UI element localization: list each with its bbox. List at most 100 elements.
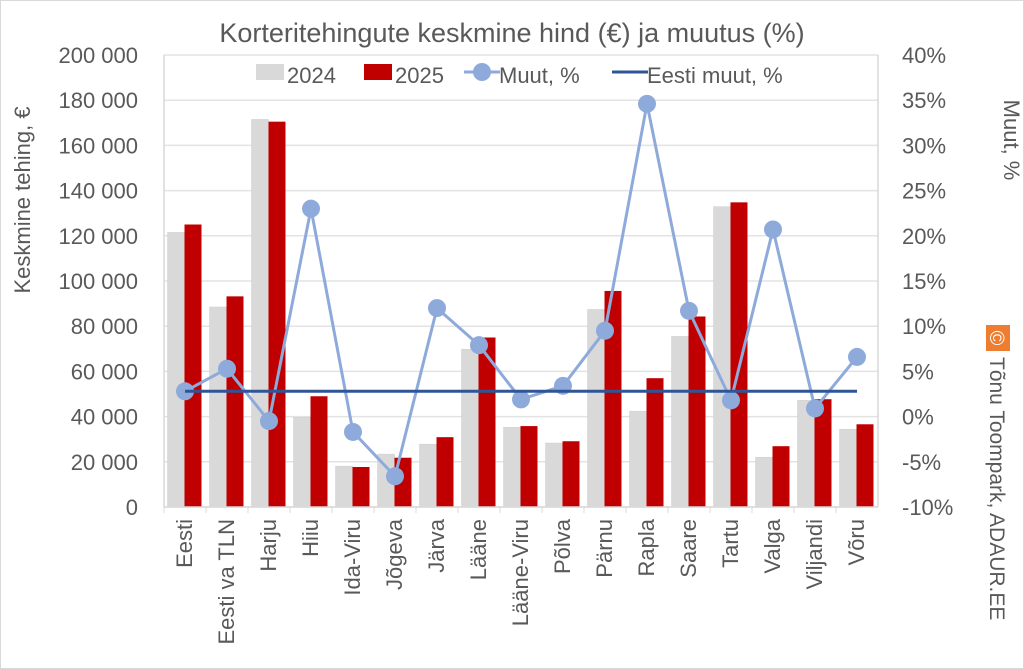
- x-tick-label: Rapla: [634, 518, 659, 576]
- bar-2024: [671, 336, 689, 508]
- y-tick-label: 80 000: [71, 314, 138, 339]
- point-muut: [638, 94, 656, 113]
- point-muut: [596, 321, 614, 340]
- x-tick-label: Võru: [844, 519, 869, 565]
- bar-2025: [310, 396, 328, 507]
- point-muut: [806, 399, 824, 418]
- y2-tick-label: 15%: [902, 269, 946, 294]
- bar-2025: [772, 446, 790, 507]
- point-muut: [470, 336, 488, 355]
- point-muut: [680, 301, 698, 320]
- y-tick-label: 100 000: [58, 269, 138, 294]
- y2-tick-label: -10%: [902, 495, 953, 520]
- bar-2024: [293, 417, 311, 508]
- y2-tick-label: 0%: [902, 405, 934, 430]
- x-tick-label: Põlva: [550, 518, 575, 574]
- copyright-symbol: ©: [985, 331, 1007, 346]
- bar-2024: [629, 410, 647, 508]
- bar-2025: [226, 296, 244, 507]
- legend-swatch: [256, 64, 284, 80]
- x-tick-label: Harju: [256, 519, 281, 572]
- x-tick-label: Lääne: [466, 519, 491, 580]
- bar-2024: [251, 119, 269, 508]
- y2-tick-label: 40%: [902, 43, 946, 68]
- x-tick-label: Hiiu: [298, 519, 323, 557]
- point-muut: [218, 359, 236, 378]
- bar-2025: [604, 290, 622, 507]
- y-tick-label: 20 000: [71, 450, 138, 475]
- point-muut: [302, 199, 320, 218]
- x-tick-label: Saare: [676, 519, 701, 578]
- bar-2025: [268, 121, 286, 508]
- bar-2025: [688, 316, 706, 507]
- x-tick-label: Eesti: [172, 519, 197, 568]
- point-muut: [386, 467, 404, 486]
- bar-2024: [461, 349, 479, 508]
- point-muut: [722, 391, 740, 410]
- y-axis-label: Keskmine tehing, €: [10, 106, 35, 293]
- point-muut: [260, 412, 278, 431]
- x-tick-label: Pärnu: [592, 519, 617, 578]
- point-muut: [344, 422, 362, 441]
- y-tick-label: 200 000: [58, 43, 138, 68]
- bar-2025: [856, 424, 874, 507]
- y2-tick-label: 10%: [902, 314, 946, 339]
- point-muut: [764, 220, 782, 239]
- bar-2025: [478, 337, 496, 507]
- x-tick-label: Viljandi: [802, 519, 827, 590]
- bar-2024: [839, 429, 857, 508]
- x-tick-label: Ida-Viru: [340, 519, 365, 596]
- y-tick-label: 0: [126, 495, 138, 520]
- chart-title: Korteritehingute keskmine hind (€) ja mu…: [219, 18, 804, 48]
- bar-2025: [352, 466, 370, 507]
- bar-2024: [503, 426, 521, 508]
- bar-2025: [184, 224, 202, 507]
- point-muut: [428, 299, 446, 318]
- legend-label: 2025: [395, 63, 444, 88]
- legend-label: Eesti muut, %: [647, 63, 783, 88]
- y2-tick-label: -5%: [902, 450, 941, 475]
- y-tick-label: 120 000: [58, 224, 138, 249]
- y-tick-label: 60 000: [71, 359, 138, 384]
- bar-2024: [545, 442, 563, 508]
- x-tick-label: Lääne-Viru: [508, 519, 533, 626]
- x-tick-label: Valga: [760, 518, 785, 573]
- copyright-text: Tõnu Toompark, ADAUR.EE: [985, 357, 1008, 620]
- bar-2024: [167, 232, 185, 508]
- y-tick-label: 160 000: [58, 133, 138, 158]
- bar-2024: [713, 206, 731, 508]
- bar-2024: [209, 306, 227, 508]
- y-tick-label: 180 000: [58, 88, 138, 113]
- x-tick-label: Jõgeva: [382, 518, 407, 590]
- bar-2025: [562, 441, 580, 507]
- x-tick-label: Järva: [424, 518, 449, 573]
- point-muut: [512, 390, 530, 409]
- legend-label: Muut, %: [499, 63, 580, 88]
- y2-tick-label: 35%: [902, 88, 946, 113]
- point-muut: [848, 347, 866, 366]
- y2-axis-label: Muut, %: [999, 100, 1024, 181]
- copyright-box: [986, 325, 1010, 351]
- bar-2025: [436, 437, 454, 507]
- legend-label: 2024: [287, 63, 336, 88]
- bar-2025: [646, 378, 664, 507]
- bar-2024: [419, 443, 437, 508]
- legend-marker: [473, 63, 491, 81]
- x-tick-label: Tartu: [718, 519, 743, 568]
- bar-2025: [730, 202, 748, 508]
- bar-2025: [520, 426, 538, 507]
- y2-tick-label: 25%: [902, 179, 946, 204]
- y-tick-label: 40 000: [71, 405, 138, 430]
- y2-tick-label: 20%: [902, 224, 946, 249]
- legend-swatch: [364, 64, 392, 80]
- y2-tick-label: 30%: [902, 133, 946, 158]
- y-tick-label: 140 000: [58, 179, 138, 204]
- y2-tick-label: 5%: [902, 359, 934, 384]
- x-tick-label: Eesti va TLN: [214, 519, 239, 645]
- line-muut: [184, 103, 859, 480]
- copyright-notice: © Tõnu Toompark, ADAUR.EE: [985, 325, 1010, 620]
- bar-2024: [755, 457, 773, 508]
- bar-2025: [814, 399, 832, 507]
- bar-2024: [335, 465, 353, 508]
